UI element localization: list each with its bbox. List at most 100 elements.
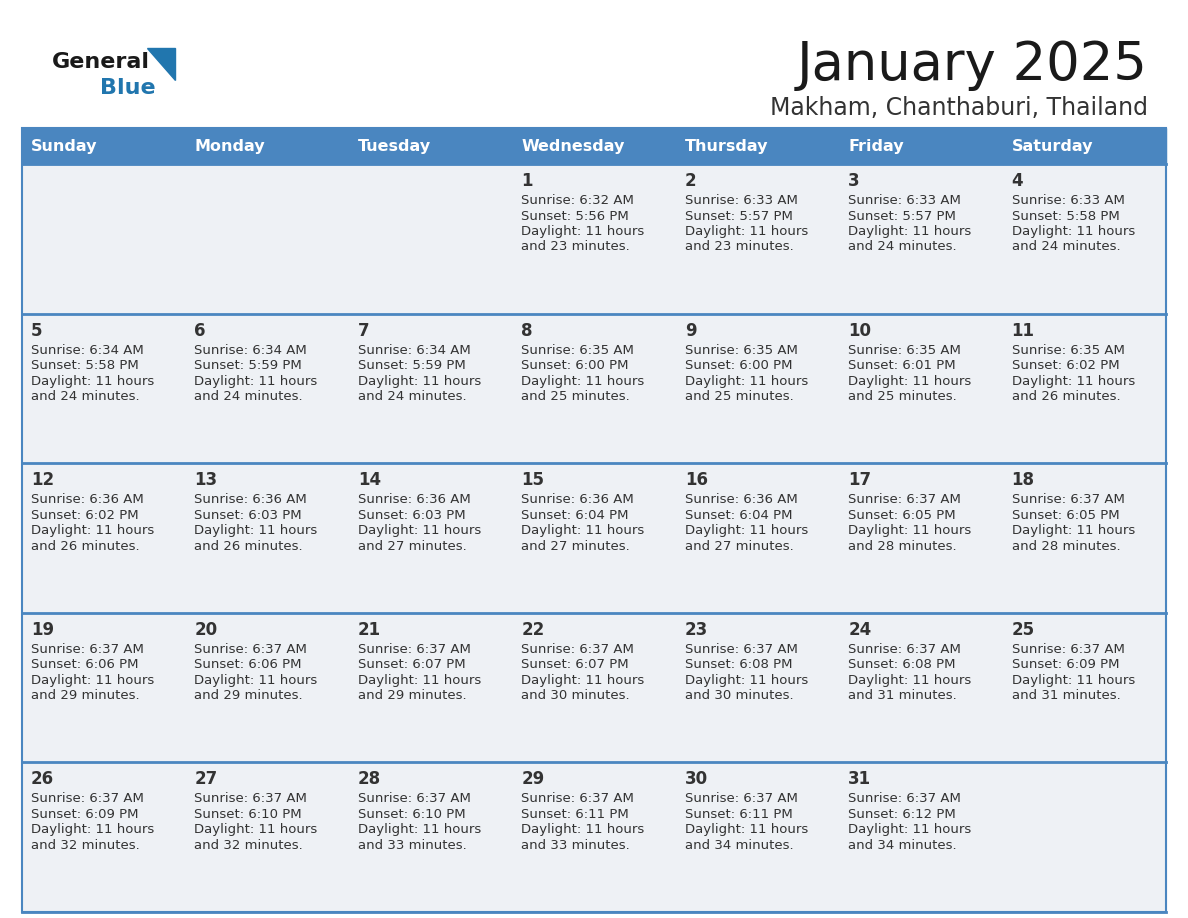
Bar	[1003, 314, 1165, 464]
Text: Thursday: Thursday	[684, 139, 769, 153]
Text: and 24 minutes.: and 24 minutes.	[358, 390, 467, 403]
Text: and 30 minutes.: and 30 minutes.	[684, 689, 794, 702]
Polygon shape	[147, 48, 175, 80]
Text: Daylight: 11 hours: Daylight: 11 hours	[848, 375, 972, 387]
Text: Sunrise: 6:37 AM: Sunrise: 6:37 AM	[684, 792, 797, 805]
Bar	[676, 464, 839, 613]
Text: Daylight: 11 hours: Daylight: 11 hours	[1011, 225, 1135, 238]
Text: Friday: Friday	[848, 139, 904, 153]
Text: 2: 2	[684, 172, 696, 190]
Text: Daylight: 11 hours: Daylight: 11 hours	[684, 524, 808, 537]
Text: and 33 minutes.: and 33 minutes.	[522, 839, 630, 852]
Bar	[349, 164, 512, 314]
Bar	[1003, 613, 1165, 763]
Text: Daylight: 11 hours: Daylight: 11 hours	[31, 524, 154, 537]
Text: Sunrise: 6:35 AM: Sunrise: 6:35 AM	[848, 343, 961, 356]
Text: Daylight: 11 hours: Daylight: 11 hours	[31, 375, 154, 387]
Text: and 30 minutes.: and 30 minutes.	[522, 689, 630, 702]
Bar	[512, 613, 676, 763]
Text: 3: 3	[848, 172, 860, 190]
Text: Sunrise: 6:37 AM: Sunrise: 6:37 AM	[522, 643, 634, 655]
Text: 20: 20	[195, 621, 217, 639]
Text: Daylight: 11 hours: Daylight: 11 hours	[848, 225, 972, 238]
Text: Sunset: 6:08 PM: Sunset: 6:08 PM	[684, 658, 792, 671]
Text: and 29 minutes.: and 29 minutes.	[31, 689, 140, 702]
Bar	[839, 613, 1003, 763]
Text: Daylight: 11 hours: Daylight: 11 hours	[358, 375, 481, 387]
Text: Sunrise: 6:34 AM: Sunrise: 6:34 AM	[358, 343, 470, 356]
Text: and 24 minutes.: and 24 minutes.	[195, 390, 303, 403]
Text: 16: 16	[684, 471, 708, 489]
Text: 25: 25	[1011, 621, 1035, 639]
Text: Daylight: 11 hours: Daylight: 11 hours	[358, 524, 481, 537]
Text: Daylight: 11 hours: Daylight: 11 hours	[684, 823, 808, 836]
Text: Sunset: 6:09 PM: Sunset: 6:09 PM	[1011, 658, 1119, 671]
Text: 15: 15	[522, 471, 544, 489]
Text: Sunset: 6:08 PM: Sunset: 6:08 PM	[848, 658, 955, 671]
Text: Sunset: 5:59 PM: Sunset: 5:59 PM	[358, 359, 466, 372]
Text: Sunrise: 6:37 AM: Sunrise: 6:37 AM	[195, 643, 308, 655]
Text: 4: 4	[1011, 172, 1023, 190]
Text: 26: 26	[31, 770, 55, 789]
Text: Sunrise: 6:37 AM: Sunrise: 6:37 AM	[522, 792, 634, 805]
Text: Sunset: 6:06 PM: Sunset: 6:06 PM	[195, 658, 302, 671]
Text: 23: 23	[684, 621, 708, 639]
Text: Wednesday: Wednesday	[522, 139, 625, 153]
Text: Sunrise: 6:37 AM: Sunrise: 6:37 AM	[848, 643, 961, 655]
Bar	[185, 314, 349, 464]
Text: and 23 minutes.: and 23 minutes.	[522, 241, 630, 253]
Bar	[512, 164, 676, 314]
Text: Sunrise: 6:37 AM: Sunrise: 6:37 AM	[31, 792, 144, 805]
Text: and 28 minutes.: and 28 minutes.	[848, 540, 956, 553]
Bar	[512, 763, 676, 912]
Text: 1: 1	[522, 172, 532, 190]
Text: Daylight: 11 hours: Daylight: 11 hours	[522, 823, 645, 836]
Text: and 34 minutes.: and 34 minutes.	[684, 839, 794, 852]
Text: Daylight: 11 hours: Daylight: 11 hours	[848, 823, 972, 836]
Text: Sunset: 5:56 PM: Sunset: 5:56 PM	[522, 209, 628, 222]
Text: and 28 minutes.: and 28 minutes.	[1011, 540, 1120, 553]
Text: Sunrise: 6:35 AM: Sunrise: 6:35 AM	[684, 343, 797, 356]
Bar	[23, 464, 185, 613]
Text: Sunrise: 6:36 AM: Sunrise: 6:36 AM	[684, 493, 797, 506]
Text: and 34 minutes.: and 34 minutes.	[848, 839, 956, 852]
Bar	[676, 763, 839, 912]
Text: Sunrise: 6:33 AM: Sunrise: 6:33 AM	[1011, 194, 1125, 207]
Text: Sunset: 5:57 PM: Sunset: 5:57 PM	[684, 209, 792, 222]
Text: Daylight: 11 hours: Daylight: 11 hours	[1011, 674, 1135, 687]
Text: Daylight: 11 hours: Daylight: 11 hours	[358, 674, 481, 687]
Bar	[349, 763, 512, 912]
Bar	[23, 164, 185, 314]
Text: and 25 minutes.: and 25 minutes.	[684, 390, 794, 403]
Bar	[349, 613, 512, 763]
Text: Sunset: 5:59 PM: Sunset: 5:59 PM	[195, 359, 302, 372]
Bar	[839, 128, 1003, 164]
Bar	[23, 128, 185, 164]
Text: Sunrise: 6:33 AM: Sunrise: 6:33 AM	[684, 194, 797, 207]
Bar	[185, 164, 349, 314]
Text: Sunrise: 6:37 AM: Sunrise: 6:37 AM	[358, 792, 470, 805]
Bar	[676, 128, 839, 164]
Text: Sunset: 6:04 PM: Sunset: 6:04 PM	[684, 509, 792, 521]
Text: 14: 14	[358, 471, 381, 489]
Text: Sunrise: 6:37 AM: Sunrise: 6:37 AM	[1011, 493, 1125, 506]
Text: Daylight: 11 hours: Daylight: 11 hours	[1011, 375, 1135, 387]
Text: 8: 8	[522, 321, 532, 340]
Bar	[349, 128, 512, 164]
Bar	[1003, 763, 1165, 912]
Bar	[349, 464, 512, 613]
Text: Sunrise: 6:37 AM: Sunrise: 6:37 AM	[1011, 643, 1125, 655]
Text: Sunset: 6:07 PM: Sunset: 6:07 PM	[522, 658, 628, 671]
Bar	[676, 314, 839, 464]
Text: Sunrise: 6:33 AM: Sunrise: 6:33 AM	[848, 194, 961, 207]
Text: 9: 9	[684, 321, 696, 340]
Text: 19: 19	[31, 621, 55, 639]
Text: Daylight: 11 hours: Daylight: 11 hours	[195, 823, 317, 836]
Text: and 24 minutes.: and 24 minutes.	[31, 390, 140, 403]
Text: 29: 29	[522, 770, 544, 789]
Text: and 31 minutes.: and 31 minutes.	[1011, 689, 1120, 702]
Text: 30: 30	[684, 770, 708, 789]
Text: and 27 minutes.: and 27 minutes.	[358, 540, 467, 553]
Text: Sunset: 6:11 PM: Sunset: 6:11 PM	[684, 808, 792, 821]
Text: Sunrise: 6:37 AM: Sunrise: 6:37 AM	[195, 792, 308, 805]
